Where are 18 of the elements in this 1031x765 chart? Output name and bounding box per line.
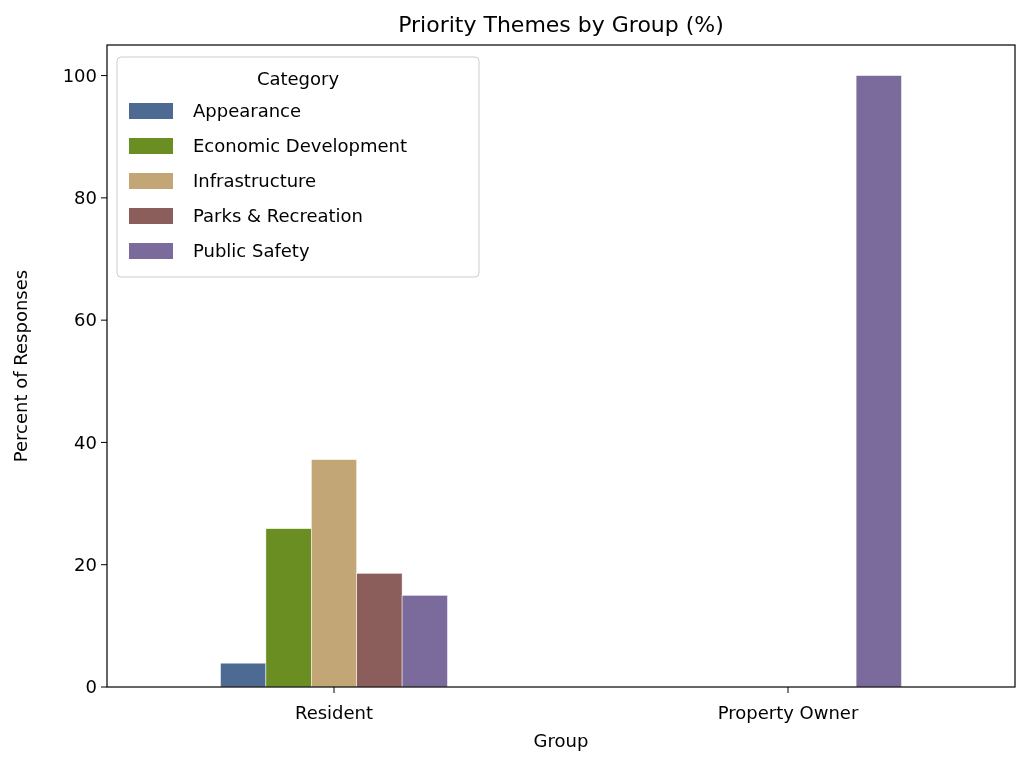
y-tick-label: 100	[62, 64, 97, 86]
x-tick-label: Property Owner	[717, 702, 859, 723]
legend-label: Parks & Recreation	[193, 205, 364, 227]
y-tick-label: 60	[74, 309, 97, 331]
legend-label: Public Safety	[193, 240, 310, 262]
y-axis-title: Percent of Responses	[10, 269, 31, 463]
x-axis-title: Group	[533, 730, 589, 751]
chart-title: Priority Themes by Group (%)	[398, 12, 724, 37]
bar	[855, 75, 902, 688]
legend-label: Infrastructure	[193, 170, 317, 192]
y-tick-label: 80	[74, 187, 97, 209]
y-tick-label: 40	[74, 431, 97, 453]
y-tick-label: 0	[85, 676, 97, 698]
legend-title: Category	[256, 68, 340, 89]
x-tick-label: Resident	[294, 702, 374, 723]
y-tick-label: 20	[74, 554, 97, 576]
legend-label: Appearance	[193, 100, 302, 122]
legend-label: Economic Development	[193, 135, 408, 157]
